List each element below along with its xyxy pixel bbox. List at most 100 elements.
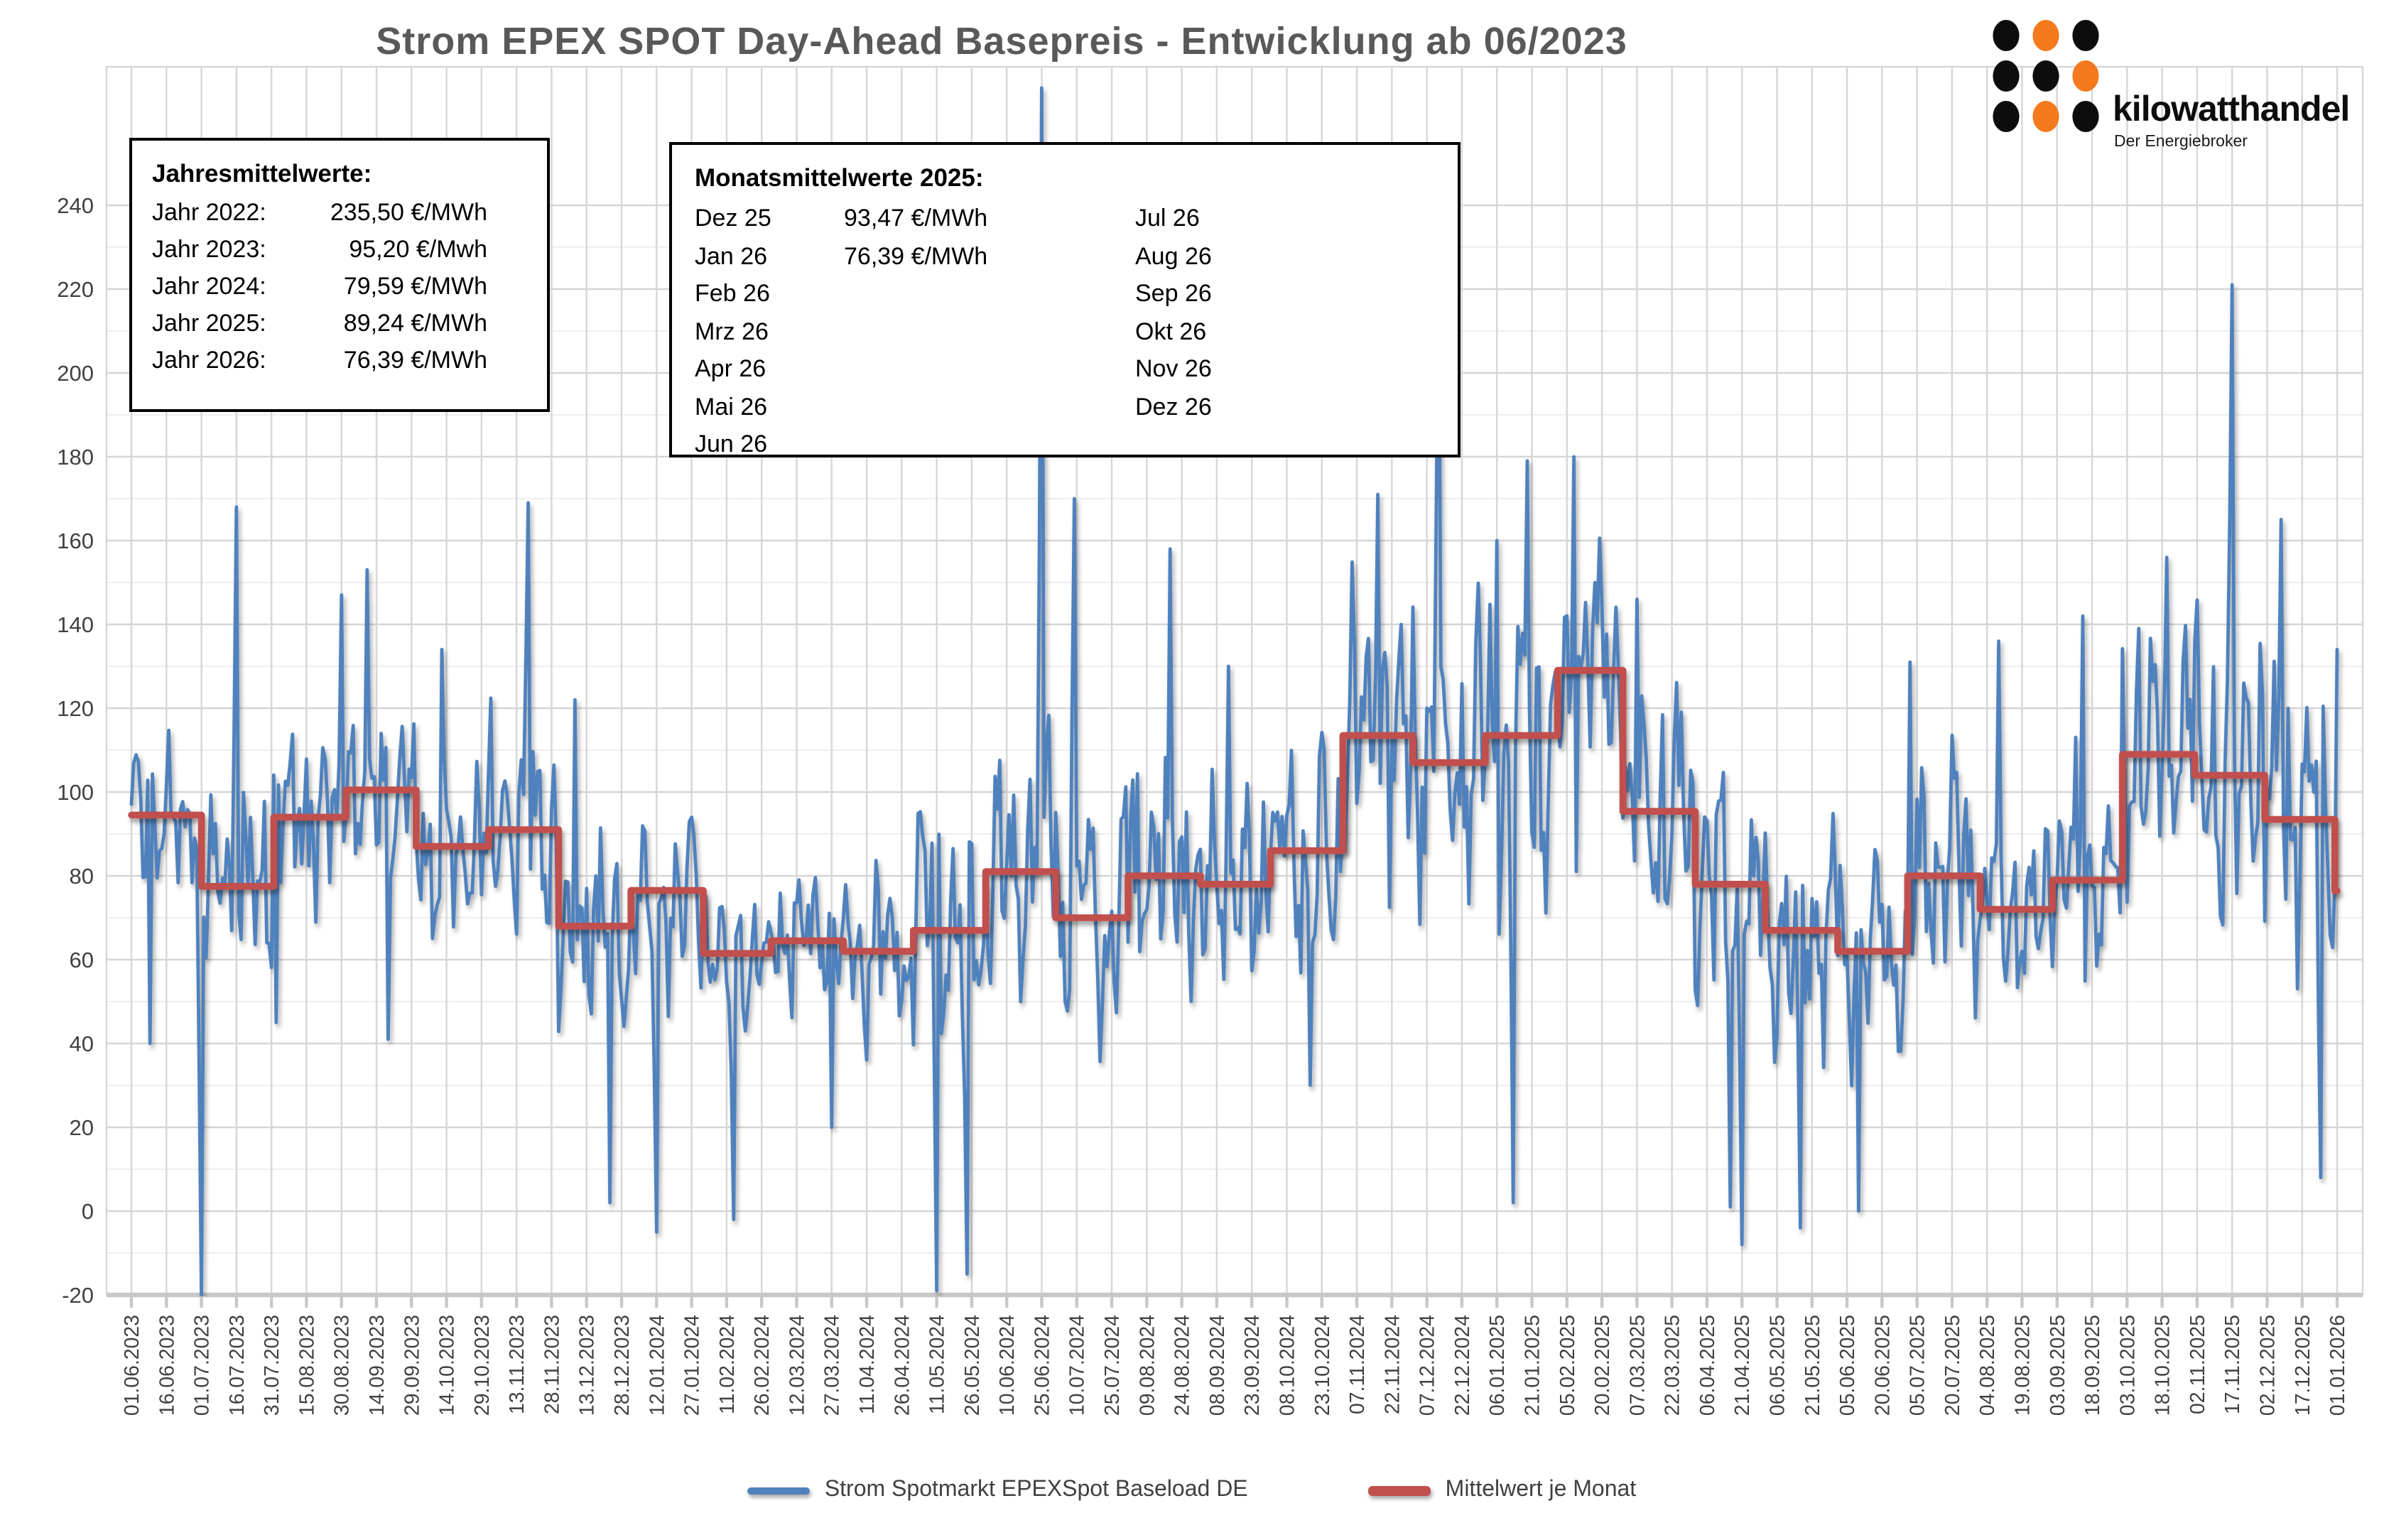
legend-item: Mittelwert je Monat: [1368, 1477, 1637, 1503]
x-tick-label: 15.08.2023: [296, 1315, 318, 1416]
x-tick-label: 27.03.2024: [821, 1315, 844, 1416]
y-tick-label: -20: [62, 1283, 94, 1308]
legend-label: Mittelwert je Monat: [1445, 1477, 1637, 1502]
jahresmittelwert-row: Jahr 2026: 76,39 €/MWh: [152, 342, 527, 379]
month-label: Nov 26: [1135, 355, 1212, 382]
x-tick-label: 28.12.2023: [611, 1315, 634, 1416]
x-tick-label: 22.11.2024: [1381, 1315, 1404, 1414]
y-tick-label: 120: [57, 696, 94, 721]
month-label: Aug 26: [1135, 242, 1212, 269]
x-tick-label: 06.05.2025: [1766, 1315, 1789, 1416]
month-label: Apr 26: [695, 355, 766, 382]
x-tick-label: 05.06.2025: [1836, 1315, 1859, 1416]
month-label: Mrz 26: [695, 318, 769, 345]
year-value: 79,59 €/MWh: [343, 273, 487, 300]
x-tick-label: 23.09.2024: [1241, 1315, 1264, 1416]
x-tick-label: 18.10.2025: [2152, 1315, 2174, 1416]
empty-cell: [844, 351, 1135, 389]
jahresmittelwerte-box: Jahresmittelwerte: Jahr 2022: 235,50 €/MW…: [129, 138, 550, 412]
x-tick-label: 23.10.2024: [1311, 1315, 1334, 1416]
x-tick-label: 26.02.2024: [751, 1315, 774, 1416]
year-label: Jahr 2023:: [152, 236, 266, 263]
x-tick-label: 03.09.2025: [2047, 1315, 2069, 1416]
page-title: Strom EPEX SPOT Day-Ahead Basepreis - En…: [376, 20, 1627, 63]
year-value: 95,20 €/Mwh: [349, 236, 487, 263]
y-tick-label: 180: [57, 445, 94, 470]
jahresmittelwert-row: Jahr 2025: 89,24 €/MWh: [152, 305, 527, 342]
y-tick-label: 60: [70, 948, 94, 972]
daily-price-line: [129, 86, 2339, 1296]
x-tick-label: 14.10.2023: [436, 1315, 459, 1416]
x-tick-label: 13.12.2023: [576, 1315, 599, 1416]
orange-dot: [2032, 20, 2059, 51]
legend-swatch: [747, 1487, 811, 1494]
month-label: Sep 26: [1135, 280, 1212, 307]
empty-cell: [844, 426, 1135, 464]
month-label: Okt 26: [1135, 318, 1207, 345]
x-tick-label: 21.05.2025: [1801, 1315, 1824, 1416]
logo-tagline-text: Der Energiebroker: [2114, 134, 2248, 151]
y-tick-label: 20: [70, 1115, 94, 1140]
x-axis-labels: 01.06.2023 16.06.2023 01.07.2023 16.07.2023…: [121, 1315, 2349, 1416]
x-tick-label: 21.04.2025: [1731, 1315, 1754, 1416]
y-tick-label: 40: [70, 1031, 94, 1056]
x-tick-label: 26.04.2024: [891, 1315, 914, 1416]
month-label: Dez 25: [695, 205, 771, 232]
x-tick-label: 13.11.2023: [506, 1315, 529, 1414]
y-tick-label: 240: [57, 193, 94, 218]
y-tick-label: 220: [57, 277, 94, 302]
x-tick-label: 05.02.2025: [1556, 1315, 1579, 1416]
x-axis-ticks: [129, 1295, 2339, 1308]
black-dot: [2032, 60, 2059, 92]
year-value: 89,24 €/MWh: [343, 310, 487, 337]
x-tick-label: 09.08.2024: [1136, 1315, 1159, 1416]
x-tick-label: 22.12.2024: [1451, 1315, 1474, 1416]
monatsmittelwerte-box: Monatsmittelwerte 2025: Dez 25 Jan 26 Feb …: [669, 142, 1461, 457]
y-tick-label: 80: [70, 864, 94, 889]
x-tick-label: 01.01.2026: [2326, 1315, 2349, 1416]
x-tick-label: 08.10.2024: [1276, 1315, 1299, 1416]
black-dot: [1993, 60, 2020, 92]
x-tick-label: 29.10.2023: [471, 1315, 494, 1416]
x-tick-label: 07.11.2024: [1346, 1315, 1369, 1414]
jahresmittelwert-row: Jahr 2023: 95,20 €/Mwh: [152, 232, 527, 269]
x-tick-label: 10.07.2024: [1066, 1315, 1089, 1416]
legend-label: Strom Spotmarkt EPEXSpot Baseload DE: [824, 1477, 1248, 1502]
x-tick-label: 29.09.2023: [401, 1315, 423, 1416]
jahresmittelwert-row: Jahr 2024: 79,59 €/MWh: [152, 269, 527, 305]
x-tick-label: 08.09.2024: [1206, 1315, 1229, 1416]
x-tick-label: 16.06.2023: [156, 1315, 178, 1416]
x-tick-label: 11.05.2024: [926, 1315, 949, 1414]
legend: Strom Spotmarkt EPEXSpot Baseload DE Mitt…: [0, 1477, 2384, 1503]
x-tick-label: 04.08.2025: [1976, 1315, 1999, 1416]
x-tick-label: 02.11.2025: [2187, 1315, 2209, 1414]
legend-swatch: [1368, 1485, 1431, 1495]
x-tick-label: 24.08.2024: [1171, 1315, 1194, 1416]
black-dot: [2072, 101, 2099, 132]
legend-item: Strom Spotmarkt EPEXSpot Baseload DE: [747, 1477, 1248, 1503]
black-dot: [1993, 101, 2020, 132]
x-tick-label: 19.08.2025: [2011, 1315, 2034, 1416]
x-tick-label: 16.07.2023: [226, 1315, 249, 1416]
y-tick-label: 0: [82, 1199, 94, 1224]
year-value: 76,39 €/MWh: [343, 347, 487, 374]
monthly-mean-line: [128, 667, 2341, 957]
jahresmittelwerte-title: Jahresmittelwerte:: [152, 159, 372, 188]
x-tick-label: 01.06.2023: [121, 1315, 143, 1416]
year-label: Jahr 2025:: [152, 310, 266, 337]
black-dot: [2072, 20, 2099, 51]
month-value: 76,39 €/MWh: [844, 242, 988, 269]
year-value: 235,50 €/MWh: [330, 199, 487, 226]
month-label: Dez 26: [1135, 393, 1212, 420]
x-tick-label: 06.04.2025: [1696, 1315, 1719, 1416]
x-tick-label: 27.01.2024: [681, 1315, 704, 1416]
x-tick-label: 28.11.2023: [541, 1315, 563, 1414]
x-tick-label: 25.06.2024: [1031, 1315, 1053, 1416]
x-tick-label: 21.01.2025: [1521, 1315, 1544, 1416]
x-tick-label: 10.06.2024: [996, 1315, 1019, 1416]
jahresmittelwert-row: Jahr 2022: 235,50 €/MWh: [152, 195, 527, 232]
month-label: Jun 26: [695, 430, 768, 457]
empty-cell: [844, 313, 1135, 351]
